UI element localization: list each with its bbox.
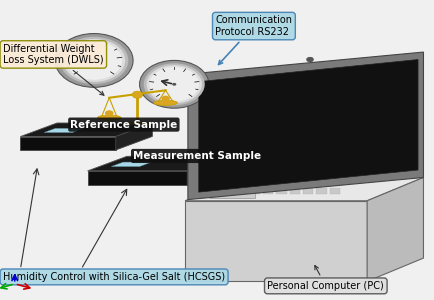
Polygon shape — [329, 164, 339, 169]
Polygon shape — [262, 164, 273, 169]
Polygon shape — [249, 188, 259, 194]
Polygon shape — [184, 178, 422, 201]
Polygon shape — [249, 155, 259, 160]
Polygon shape — [209, 164, 219, 169]
Polygon shape — [236, 164, 246, 169]
Polygon shape — [222, 188, 233, 194]
Circle shape — [143, 63, 204, 105]
Polygon shape — [366, 178, 422, 281]
Polygon shape — [209, 155, 219, 160]
Polygon shape — [262, 188, 273, 194]
Polygon shape — [222, 155, 233, 160]
Polygon shape — [329, 180, 339, 185]
Polygon shape — [329, 188, 339, 194]
Polygon shape — [276, 188, 286, 194]
Polygon shape — [20, 136, 115, 150]
Polygon shape — [20, 123, 152, 136]
Polygon shape — [276, 180, 286, 185]
Polygon shape — [209, 172, 219, 177]
Text: Reference Sample: Reference Sample — [70, 120, 177, 130]
Polygon shape — [262, 155, 273, 160]
Polygon shape — [262, 180, 273, 185]
Polygon shape — [329, 172, 339, 177]
Circle shape — [92, 59, 96, 62]
Polygon shape — [195, 188, 206, 194]
Polygon shape — [276, 164, 286, 169]
Polygon shape — [289, 180, 299, 185]
Polygon shape — [195, 180, 206, 185]
Circle shape — [105, 110, 113, 116]
Polygon shape — [222, 164, 233, 169]
Circle shape — [66, 41, 122, 80]
Polygon shape — [184, 201, 366, 281]
Circle shape — [172, 83, 176, 86]
Polygon shape — [195, 164, 206, 169]
Polygon shape — [289, 188, 299, 194]
Circle shape — [59, 37, 128, 84]
Polygon shape — [222, 172, 233, 177]
Polygon shape — [316, 172, 326, 177]
Text: Measurement Sample: Measurement Sample — [133, 151, 260, 161]
Polygon shape — [236, 172, 246, 177]
Polygon shape — [289, 155, 299, 160]
Polygon shape — [262, 172, 273, 177]
Circle shape — [149, 67, 199, 101]
FancyBboxPatch shape — [209, 188, 255, 199]
Polygon shape — [111, 162, 151, 166]
Polygon shape — [276, 155, 286, 160]
Polygon shape — [289, 172, 299, 177]
Polygon shape — [115, 123, 152, 150]
Polygon shape — [236, 180, 246, 185]
Polygon shape — [187, 52, 422, 200]
Polygon shape — [44, 128, 83, 133]
Text: Personal Computer (PC): Personal Computer (PC) — [267, 266, 383, 291]
Polygon shape — [236, 155, 246, 160]
Circle shape — [146, 65, 201, 103]
Polygon shape — [193, 148, 367, 158]
Polygon shape — [209, 188, 219, 194]
Polygon shape — [276, 172, 286, 177]
Circle shape — [55, 34, 133, 87]
Text: Humidity Control with Silica-Gel Salt (HCSGS): Humidity Control with Silica-Gel Salt (H… — [3, 272, 225, 282]
Polygon shape — [236, 188, 246, 194]
Polygon shape — [316, 155, 326, 160]
Polygon shape — [289, 164, 299, 169]
Polygon shape — [302, 172, 313, 177]
Polygon shape — [87, 156, 226, 171]
Text: Differential Weight
Loss System (DWLS): Differential Weight Loss System (DWLS) — [3, 44, 104, 95]
Circle shape — [139, 60, 208, 108]
Polygon shape — [249, 180, 259, 185]
Polygon shape — [302, 180, 313, 185]
Text: Communication
Protocol RS232: Communication Protocol RS232 — [215, 15, 292, 64]
Polygon shape — [187, 156, 226, 185]
Polygon shape — [316, 180, 326, 185]
Ellipse shape — [97, 115, 121, 120]
Circle shape — [62, 39, 125, 82]
Ellipse shape — [153, 100, 177, 106]
Circle shape — [306, 57, 313, 62]
Polygon shape — [302, 188, 313, 194]
Polygon shape — [195, 155, 206, 160]
Polygon shape — [222, 180, 233, 185]
Polygon shape — [316, 164, 326, 169]
Polygon shape — [209, 180, 219, 185]
Polygon shape — [329, 155, 339, 160]
Polygon shape — [198, 59, 417, 192]
Polygon shape — [195, 172, 206, 177]
Polygon shape — [249, 172, 259, 177]
Polygon shape — [302, 164, 313, 169]
Polygon shape — [87, 171, 187, 185]
Polygon shape — [316, 188, 326, 194]
Polygon shape — [302, 155, 313, 160]
Polygon shape — [249, 164, 259, 169]
Circle shape — [161, 96, 170, 102]
Circle shape — [132, 91, 142, 98]
